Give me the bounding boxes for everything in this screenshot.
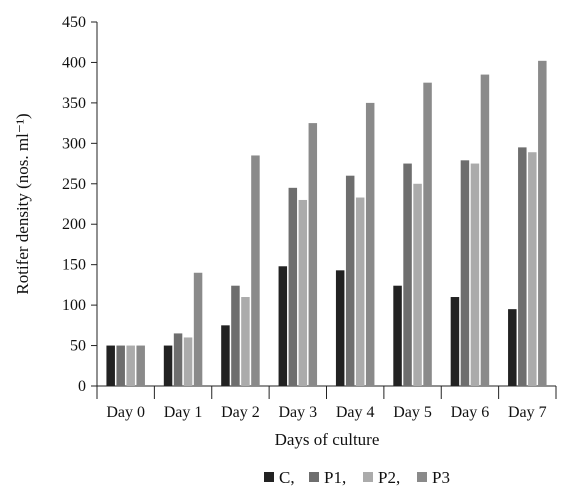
bar-c-day-5	[393, 285, 402, 386]
bar-p3-day-7	[538, 60, 547, 387]
bar-p1-day-0	[116, 345, 125, 386]
x-axis-title: Days of culture	[275, 430, 380, 449]
legend-label: P2,	[378, 468, 400, 487]
legend: C, P1, P2, P3	[264, 468, 450, 487]
bar-p2-day-6	[470, 163, 480, 386]
bar-p3-day-3	[308, 123, 318, 386]
legend-swatch	[417, 472, 427, 482]
x-axis: Day 0 Day 1 Day 2 Day 3 Day 4 Day 5 Day 6 Day 7	[96, 385, 557, 421]
bar-p2-day-1	[183, 337, 193, 386]
y-tick-label: 0	[78, 378, 86, 395]
bar-p1-day-5	[403, 163, 412, 386]
bar-p1-day-2	[231, 285, 240, 386]
bar-p3-day-4	[365, 102, 375, 386]
y-tick-label: 50	[70, 338, 86, 355]
bar-p2-day-3	[298, 199, 308, 386]
x-tick-label: Day 4	[336, 404, 375, 421]
legend-swatch	[363, 472, 373, 482]
y-axis-title: Rotifer density (nos. ml⁻¹)	[13, 113, 32, 294]
y-tick-label: 100	[62, 297, 86, 314]
bar-p1-day-7	[518, 147, 527, 386]
legend-swatch	[264, 472, 274, 482]
y-tick-label: 400	[62, 54, 86, 71]
y-axis: 0 50 100 150 200 250 300 350 400 450	[62, 14, 98, 395]
bar-c-day-6	[450, 297, 460, 386]
bar-p3-day-2	[251, 155, 260, 386]
bar-p3-day-0	[136, 345, 145, 386]
y-tick-label: 250	[62, 176, 86, 193]
bar-p2-day-0	[126, 345, 135, 386]
bar-c-day-2	[221, 325, 230, 386]
bar-p1-day-4	[345, 175, 355, 386]
y-tick-label: 450	[62, 14, 86, 31]
bar-p2-day-7	[528, 152, 537, 386]
bar-c-day-4	[335, 270, 345, 386]
bar-p3-day-5	[423, 82, 432, 387]
legend-label: C,	[279, 468, 295, 487]
x-tick-label: Day 2	[221, 404, 260, 421]
bar-p1-day-1	[173, 333, 183, 386]
y-tick-label: 350	[62, 95, 86, 112]
y-tick-label: 150	[62, 257, 86, 274]
legend-label: P3	[432, 468, 450, 487]
bar-c-day-3	[278, 266, 288, 386]
legend-label: P1,	[324, 468, 346, 487]
bar-p1-day-3	[288, 187, 298, 386]
x-tick-label: Day 6	[451, 404, 490, 421]
y-tick-label: 200	[62, 216, 86, 233]
x-tick-label: Day 3	[278, 404, 317, 421]
bar-p1-day-6	[460, 160, 470, 386]
legend-swatch	[309, 472, 319, 482]
bar-p2-day-5	[413, 183, 422, 386]
x-tick-label: Day 0	[106, 404, 145, 421]
x-tick-label: Day 1	[164, 404, 203, 421]
bar-c-day-0	[106, 345, 115, 386]
y-tick-label: 300	[62, 135, 86, 152]
bars	[106, 60, 547, 387]
bar-p2-day-2	[241, 297, 250, 386]
bar-c-day-7	[508, 309, 517, 386]
x-tick-label: Day 7	[508, 404, 547, 421]
bar-p2-day-4	[355, 197, 365, 386]
bar-p3-day-1	[193, 272, 203, 386]
x-tick-label: Day 5	[393, 404, 432, 421]
bar-p3-day-6	[480, 74, 490, 387]
bar-c-day-1	[163, 345, 173, 386]
